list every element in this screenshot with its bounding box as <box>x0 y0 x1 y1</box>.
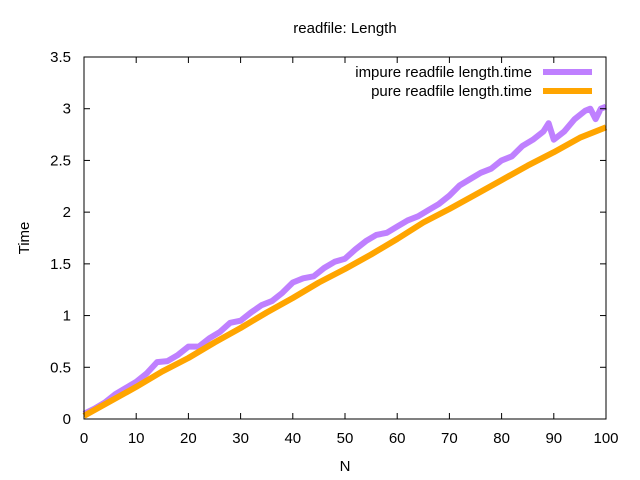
x-tick-label: 30 <box>232 430 249 447</box>
y-axis-label: Time <box>16 222 33 255</box>
y-tick-label: 3.5 <box>50 49 71 66</box>
y-tick-label: 1 <box>63 308 71 325</box>
pure-series-line <box>82 124 608 419</box>
x-tick-label: 20 <box>180 430 197 447</box>
y-tick-label: 0 <box>63 411 71 428</box>
y-tick-label: 3 <box>63 101 71 118</box>
x-axis-label: N <box>340 458 351 475</box>
x-tick-label: 50 <box>337 430 354 447</box>
x-tick-label: 80 <box>493 430 510 447</box>
impure-series-line <box>82 103 608 417</box>
y-tick-label: 0.5 <box>50 359 71 376</box>
legend: impure readfile length.time pure readfil… <box>355 64 592 100</box>
x-tick-label: 0 <box>80 430 88 447</box>
y-tick-label: 1.5 <box>50 256 71 273</box>
axis-ticks: 0 10 20 30 40 50 60 70 80 90 100 0 0.5 1 1.5 2 2.5 3 3.5 <box>50 49 618 447</box>
plot-frame <box>83 56 607 420</box>
x-tick-label: 90 <box>545 430 562 447</box>
legend-label-impure: impure readfile length.time <box>355 64 532 81</box>
x-tick-label: 40 <box>284 430 301 447</box>
x-tick-label: 100 <box>593 430 618 447</box>
x-tick-label: 70 <box>441 430 458 447</box>
x-tick-label: 10 <box>128 430 145 447</box>
x-tick-label: 60 <box>389 430 406 447</box>
series-layer <box>82 103 608 419</box>
chart-title: readfile: Length <box>293 20 396 37</box>
y-tick-label: 2 <box>63 204 71 221</box>
y-tick-label: 2.5 <box>50 152 71 169</box>
legend-label-pure: pure readfile length.time <box>371 83 532 100</box>
